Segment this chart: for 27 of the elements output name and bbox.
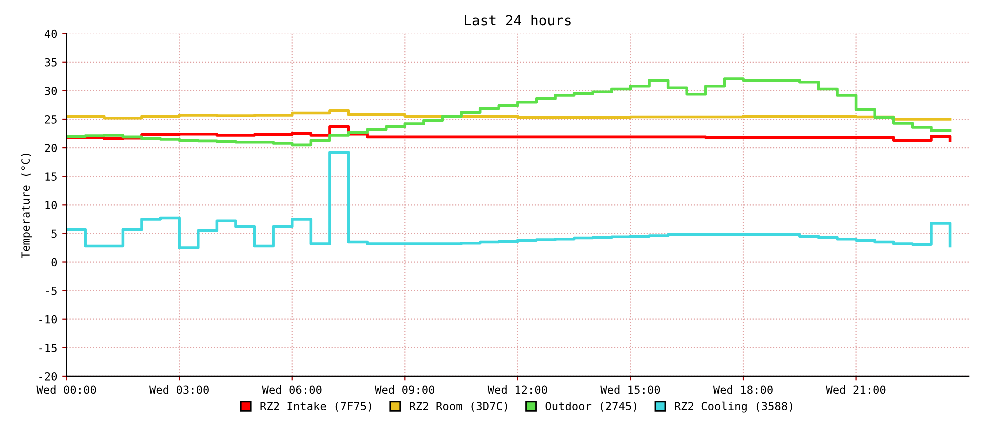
y-axis-title: Temperature (°C) [21, 154, 32, 258]
x-tick-label: Wed 21:00 [826, 386, 886, 394]
y-tick-label: 30 [45, 86, 58, 96]
legend-label: RZ2 Room (3D7C) [410, 402, 508, 412]
x-tick-label: Wed 09:00 [375, 386, 435, 394]
y-tick-label: -10 [40, 315, 58, 324]
x-tick-label: Wed 15:00 [600, 386, 660, 394]
x-tick-label: Wed 06:00 [262, 386, 322, 394]
y-tick-label: 20 [45, 144, 58, 152]
legend-label: RZ2 Cooling (3588) [675, 402, 792, 413]
y-tick-label: 40 [44, 30, 58, 38]
y-tick-label: 25 [45, 116, 57, 124]
y-tick-label: -5 [46, 286, 57, 296]
y-tick-label: 15 [46, 172, 57, 182]
y-tick-label: 35 [45, 58, 57, 67]
y-tick-label: -20 [40, 372, 58, 381]
x-tick-label: Wed 03:00 [149, 386, 209, 394]
legend-label: RZ2 Intake (7F75) [260, 402, 372, 412]
y-tick-label: 10 [46, 201, 58, 210]
x-tick-label: Wed 18:00 [713, 386, 773, 394]
x-tick-label: Wed 00:00 [36, 386, 96, 394]
chart-title: Last 24 hours [465, 14, 571, 26]
y-tick-label: -15 [40, 344, 57, 352]
legend-label: Outdoor (2745) [546, 402, 637, 412]
y-tick-label: 0 [52, 258, 58, 267]
y-tick-label: 5 [52, 230, 57, 238]
x-tick-label: Wed 12:00 [488, 386, 548, 394]
